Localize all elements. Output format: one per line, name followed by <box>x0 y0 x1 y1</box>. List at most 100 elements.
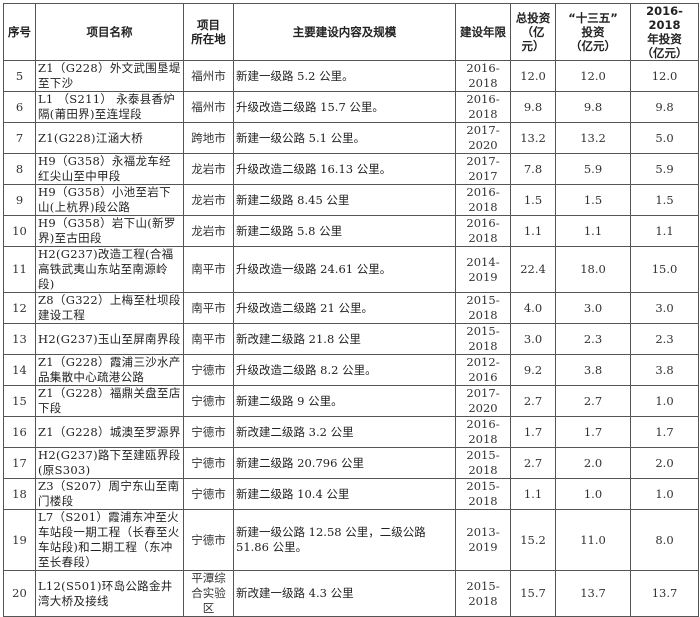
project-name-cell: H9（G358）岩下山(新罗界)至古田段 <box>35 215 184 247</box>
total-investment-cell: 1.1 <box>510 215 556 247</box>
construction-content-cell: 新改建二级路 3.2 公里 <box>233 416 456 448</box>
construction-years-cell: 2016-2018 <box>455 91 511 123</box>
2016-2018-investment-cell: 5.9 <box>630 153 699 185</box>
row-number-cell: 9 <box>3 184 36 216</box>
project-name-cell: Z1（G228）城澳至罗源界 <box>35 416 184 448</box>
table-row: 17 H2(G237)路下至建瓯界段(原S303) 宁德市 新建二级路 20.796 … <box>3 447 699 479</box>
2016-2018-investment-cell: 2.0 <box>630 447 699 479</box>
2016-2018-investment-cell: 1.5 <box>630 184 699 216</box>
table-row: 18 Z3（S207）周宁东山至南门楼段 宁德市 新建二级路 10.4 公里 2015-… <box>3 478 699 510</box>
project-name-cell: H9（G358）永福龙车经红尖山至中甲段 <box>35 153 184 185</box>
project-name-cell: H2(G237)路下至建瓯界段(原S303) <box>35 447 184 479</box>
construction-years-cell: 2016-2018 <box>455 60 511 92</box>
construction-years-cell: 2016-2018 <box>455 416 511 448</box>
project-name-cell: L12(S501)环岛公路金井湾大桥及接线 <box>35 570 184 617</box>
header-row: 序号 项目名称 项目 所在地 主要建设内容及规模 建设年限 总投资 （亿元） “… <box>3 3 699 61</box>
row-number-cell: 8 <box>3 153 36 185</box>
2016-2018-investment-cell: 5.0 <box>630 122 699 154</box>
construction-content-cell: 新建二级路 8.45 公里 <box>233 184 456 216</box>
construction-content-cell: 新建二级路 10.4 公里 <box>233 478 456 510</box>
project-name-cell: Z1（G228）外文武围垦堤至下沙 <box>35 60 184 92</box>
total-investment-cell: 9.8 <box>510 91 556 123</box>
13th-plan-investment-cell: 2.3 <box>555 323 631 355</box>
13th-plan-investment-cell: 11.0 <box>555 509 631 571</box>
row-number-cell: 12 <box>3 292 36 324</box>
total-investment-cell: 9.2 <box>510 354 556 386</box>
table-row: 8 H9（G358）永福龙车经红尖山至中甲段 龙岩市 升级改造二级路 16.13 公里… <box>3 153 699 185</box>
row-number-cell: 11 <box>3 246 36 293</box>
2016-2018-investment-cell: 8.0 <box>630 509 699 571</box>
construction-years-cell: 2013-2019 <box>455 509 511 571</box>
row-number-cell: 10 <box>3 215 36 247</box>
2016-2018-investment-cell: 15.0 <box>630 246 699 293</box>
construction-content-cell: 新建二级路 20.796 公里 <box>233 447 456 479</box>
construction-content-cell: 升级改造二级路 8.2 公里。 <box>233 354 456 386</box>
project-name-cell: Z1(G228)江涵大桥 <box>35 122 184 154</box>
construction-content-cell: 升级改造二级路 16.13 公里。 <box>233 153 456 185</box>
row-number-cell: 20 <box>3 570 36 617</box>
row-number-cell: 5 <box>3 60 36 92</box>
location-cell: 宁德市 <box>183 509 234 571</box>
row-number-cell: 18 <box>3 478 36 510</box>
construction-years-cell: 2015-2018 <box>455 292 511 324</box>
table-row: 7 Z1(G228)江涵大桥 跨地市 新建一级公路 5.1 公里。 2017-2020 1… <box>3 122 699 154</box>
construction-years-cell: 2014-2019 <box>455 246 511 293</box>
13th-plan-investment-cell: 1.7 <box>555 416 631 448</box>
project-name-cell: L1 （S211） 永泰县香炉隔(莆田界)至连埕段 <box>35 91 184 123</box>
13th-plan-investment-cell: 2.0 <box>555 447 631 479</box>
construction-content-cell: 新建一级公路 5.1 公里。 <box>233 122 456 154</box>
row-number-cell: 19 <box>3 509 36 571</box>
construction-content-cell: 升级改造二级路 15.7 公里。 <box>233 91 456 123</box>
row-number-cell: 16 <box>3 416 36 448</box>
13th-plan-investment-cell: 1.1 <box>555 215 631 247</box>
table-row: 16 Z1（G228）城澳至罗源界 宁德市 新改建二级路 3.2 公里 2016-201… <box>3 416 699 448</box>
13th-plan-investment-cell: 2.7 <box>555 385 631 417</box>
construction-years-cell: 2017-2020 <box>455 122 511 154</box>
table-row: 19 L7（S201）霞浦东冲至火车站段一期工程（长春至火车站段)和二期工程（东冲… <box>3 509 699 571</box>
2016-2018-investment-cell: 13.7 <box>630 570 699 617</box>
construction-years-cell: 2015-2018 <box>455 570 511 617</box>
table-row: 5 Z1（G228）外文武围垦堤至下沙 福州市 新建一级路 5.2 公里。 2016-2… <box>3 60 699 92</box>
13th-plan-investment-cell: 13.7 <box>555 570 631 617</box>
table-row: 15 Z1（G228）福鼎关盘至店下段 宁德市 新建二级路 9 公里。 2017-202… <box>3 385 699 417</box>
header-content: 主要建设内容及规模 <box>233 3 456 61</box>
total-investment-cell: 7.8 <box>510 153 556 185</box>
table-row: 20 L12(S501)环岛公路金井湾大桥及接线 平潭综合实验区 新改建一级路 4.3… <box>3 570 699 617</box>
construction-content-cell: 升级改造二级路 21 公里。 <box>233 292 456 324</box>
project-name-cell: Z1（G228）霞浦三沙水产品集散中心疏港公路 <box>35 354 184 386</box>
construction-content-cell: 新建一级公路 12.58 公里，二级公路 51.86 公里。 <box>233 509 456 571</box>
2016-2018-investment-cell: 1.1 <box>630 215 699 247</box>
header-location: 项目 所在地 <box>183 3 234 61</box>
13th-plan-investment-cell: 18.0 <box>555 246 631 293</box>
row-number-cell: 13 <box>3 323 36 355</box>
total-investment-cell: 1.1 <box>510 478 556 510</box>
2016-2018-investment-cell: 1.0 <box>630 385 699 417</box>
2016-2018-investment-cell: 1.7 <box>630 416 699 448</box>
construction-content-cell: 新建二级路 9 公里。 <box>233 385 456 417</box>
location-cell: 龙岩市 <box>183 215 234 247</box>
table-row: 14 Z1（G228）霞浦三沙水产品集散中心疏港公路 宁德市 升级改造二级路 8.2 … <box>3 354 699 386</box>
13th-plan-investment-cell: 3.0 <box>555 292 631 324</box>
2016-2018-investment-cell: 1.0 <box>630 478 699 510</box>
total-investment-cell: 15.2 <box>510 509 556 571</box>
row-number-cell: 17 <box>3 447 36 479</box>
project-name-cell: Z1（G228）福鼎关盘至店下段 <box>35 385 184 417</box>
header-no: 序号 <box>3 3 36 61</box>
location-cell: 宁德市 <box>183 478 234 510</box>
construction-years-cell: 2017-2020 <box>455 385 511 417</box>
project-name-cell: H2(G237)玉山至屏南界段 <box>35 323 184 355</box>
header-name: 项目名称 <box>35 3 184 61</box>
table-row: 12 Z8（G322）上梅至杜坝段建设工程 南平市 升级改造二级路 21 公里。 201… <box>3 292 699 324</box>
row-number-cell: 6 <box>3 91 36 123</box>
total-investment-cell: 1.5 <box>510 184 556 216</box>
construction-years-cell: 2016-2018 <box>455 184 511 216</box>
13th-plan-investment-cell: 9.8 <box>555 91 631 123</box>
project-name-cell: H9（G358）小池至岩下山(上杭界)段公路 <box>35 184 184 216</box>
location-cell: 平潭综合实验区 <box>183 570 234 617</box>
location-cell: 龙岩市 <box>183 184 234 216</box>
construction-content-cell: 新改建二级路 21.8 公里 <box>233 323 456 355</box>
location-cell: 宁德市 <box>183 354 234 386</box>
row-number-cell: 15 <box>3 385 36 417</box>
construction-years-cell: 2015-2018 <box>455 323 511 355</box>
2016-2018-investment-cell: 12.0 <box>630 60 699 92</box>
